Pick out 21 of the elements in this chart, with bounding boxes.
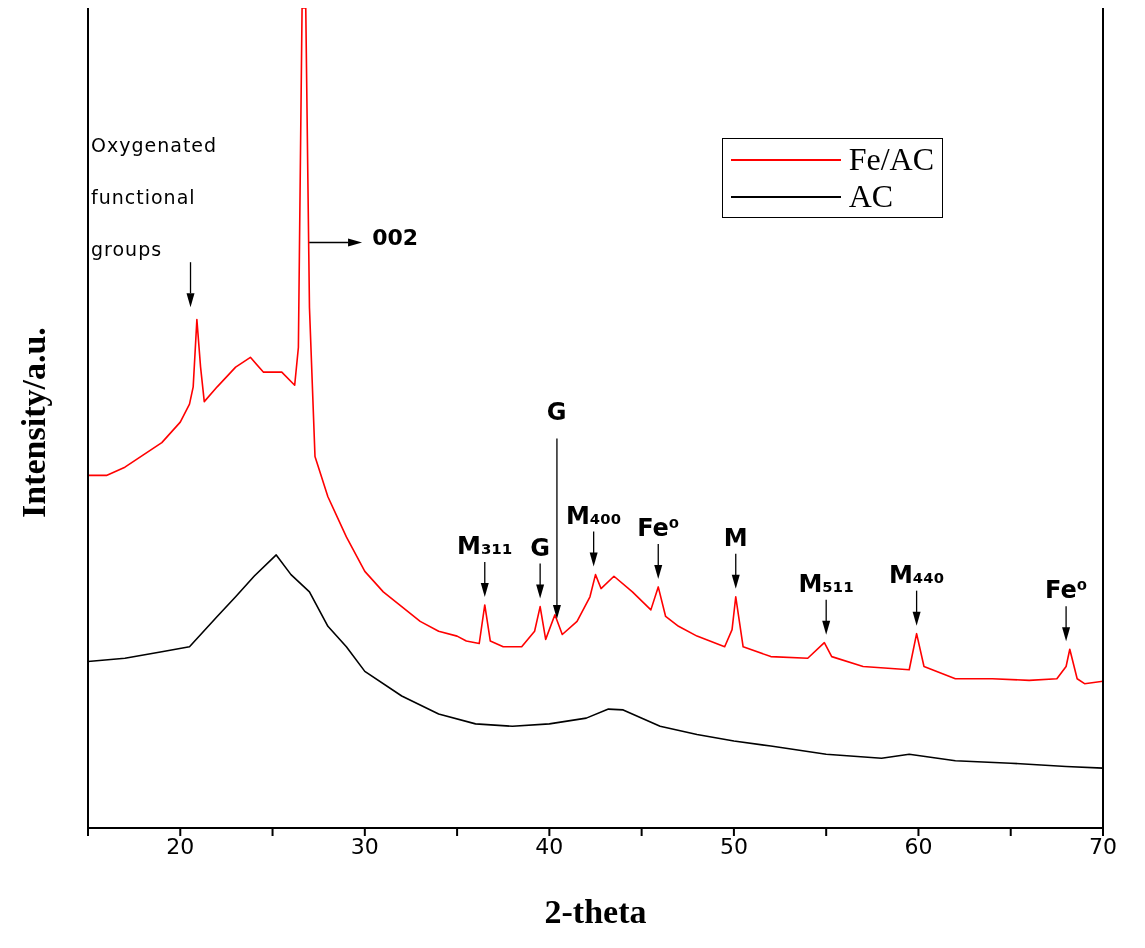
x-tick-label: 30 [350,833,379,859]
y-axis-title: Intensity/a.u. [15,327,53,518]
x-tick-label: 40 [535,833,564,859]
annotation: G [530,533,550,562]
x-tick-label: 20 [166,833,195,859]
annotation: G [546,397,567,426]
annotation: M₄₄₀ [888,560,945,589]
x-tick-label: 70 [1089,833,1117,859]
x-tick-label: 50 [719,833,748,859]
annotation: M₃₁₁ [457,531,513,560]
text: Oxygenated functional groups [91,133,218,260]
annotation: M₄₀₀ [565,501,622,530]
annotation: Fe⁰ [1044,576,1088,605]
legend-label: Fe/AC [848,141,934,178]
legend-label: AC [848,178,894,215]
annotation: M₅₁₁ [798,569,854,598]
annotation: 002 [372,225,419,251]
x-axis-title: 2-theta [544,893,647,930]
x-tick-label: 60 [904,833,933,859]
annotation: Fe⁰ [637,513,680,542]
annotation: M [723,523,748,552]
